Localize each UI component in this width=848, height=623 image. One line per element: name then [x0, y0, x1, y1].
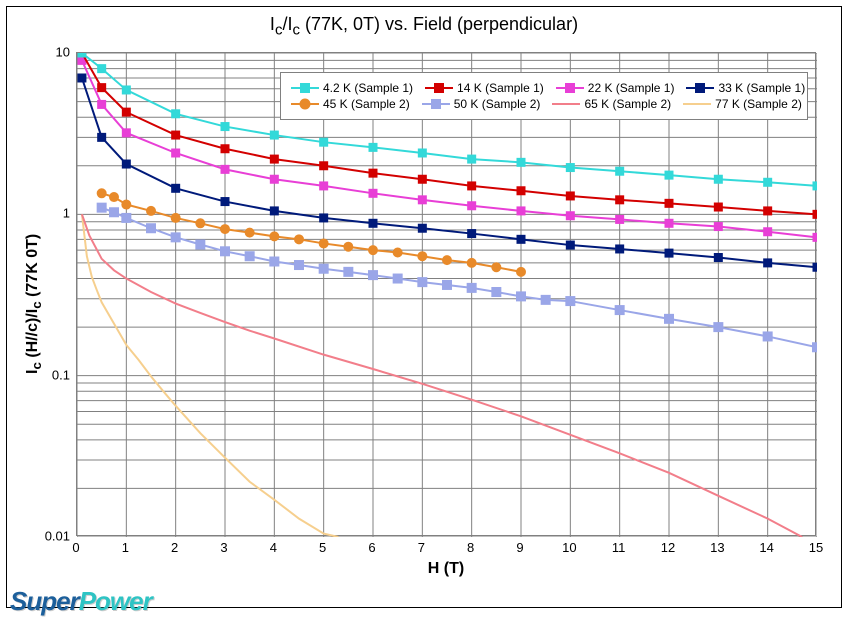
legend-label: 14 K (Sample 1)	[457, 81, 544, 95]
legend-label: 50 K (Sample 2)	[454, 97, 541, 111]
y-axis-label: Ic (H//c)/Ic (77K 0T)	[24, 234, 44, 374]
legend-item-s3: 33 K (Sample 1)	[686, 81, 805, 95]
legend-label: 77 K (Sample 2)	[715, 97, 802, 111]
xtick-1: 1	[122, 540, 129, 555]
logo-text-a: Super	[10, 586, 79, 616]
x-axis-label: H (T)	[76, 560, 816, 578]
xtick-11: 11	[612, 540, 626, 555]
legend-label: 22 K (Sample 1)	[588, 81, 675, 95]
xtick-4: 4	[270, 540, 277, 555]
xtick-0: 0	[72, 540, 79, 555]
ytick-1: 1	[36, 206, 70, 221]
xtick-14: 14	[759, 540, 773, 555]
legend-label: 45 K (Sample 2)	[323, 97, 410, 111]
legend-item-s0: 4.2 K (Sample 1)	[291, 81, 413, 95]
legend-swatch	[686, 82, 714, 94]
logo: SuperPower	[10, 586, 152, 617]
title-text: Ic/Ic (77K, 0T) vs. Field (perpendicular…	[270, 14, 578, 34]
legend-item-s7: 77 K (Sample 2)	[683, 97, 802, 111]
legend-item-s6: 65 K (Sample 2)	[552, 97, 671, 111]
plot-area	[76, 52, 816, 536]
y-axis-label-text: Ic (H//c)/Ic (77K 0T)	[24, 234, 41, 374]
ytick-0.01: 0.01	[36, 529, 70, 544]
legend-swatch	[683, 98, 711, 110]
legend-item-s5: 50 K (Sample 2)	[422, 97, 541, 111]
legend-row: 45 K (Sample 2) 50 K (Sample 2) 65 K (Samp…	[291, 97, 797, 111]
logo-text-b: Power	[79, 586, 152, 616]
legend-item-s1: 14 K (Sample 1)	[425, 81, 544, 95]
xtick-8: 8	[467, 540, 474, 555]
xtick-3: 3	[220, 540, 227, 555]
legend: 4.2 K (Sample 1) 14 K (Sample 1) 22 K (Sam…	[280, 72, 808, 120]
xtick-12: 12	[661, 540, 675, 555]
gridlines	[77, 53, 817, 537]
legend-swatch	[425, 82, 453, 94]
xtick-7: 7	[418, 540, 425, 555]
xtick-6: 6	[368, 540, 375, 555]
legend-swatch	[291, 82, 319, 94]
legend-swatch	[556, 82, 584, 94]
xtick-13: 13	[710, 540, 724, 555]
ytick-10: 10	[36, 45, 70, 60]
legend-label: 4.2 K (Sample 1)	[323, 81, 413, 95]
xtick-9: 9	[516, 540, 523, 555]
xtick-5: 5	[319, 540, 326, 555]
legend-label: 65 K (Sample 2)	[584, 97, 671, 111]
legend-swatch	[422, 98, 450, 110]
legend-swatch	[552, 98, 580, 110]
legend-item-s2: 22 K (Sample 1)	[556, 81, 675, 95]
xtick-2: 2	[171, 540, 178, 555]
xtick-10: 10	[562, 540, 576, 555]
legend-label: 33 K (Sample 1)	[718, 81, 805, 95]
series-group	[78, 53, 817, 537]
legend-swatch	[291, 98, 319, 110]
plot-svg	[77, 53, 817, 537]
chart-title: Ic/Ic (77K, 0T) vs. Field (perpendicular…	[0, 14, 848, 39]
x-axis-label-text: H (T)	[428, 560, 464, 577]
legend-item-s4: 45 K (Sample 2)	[291, 97, 410, 111]
xtick-15: 15	[809, 540, 823, 555]
legend-row: 4.2 K (Sample 1) 14 K (Sample 1) 22 K (Sam…	[291, 81, 797, 95]
